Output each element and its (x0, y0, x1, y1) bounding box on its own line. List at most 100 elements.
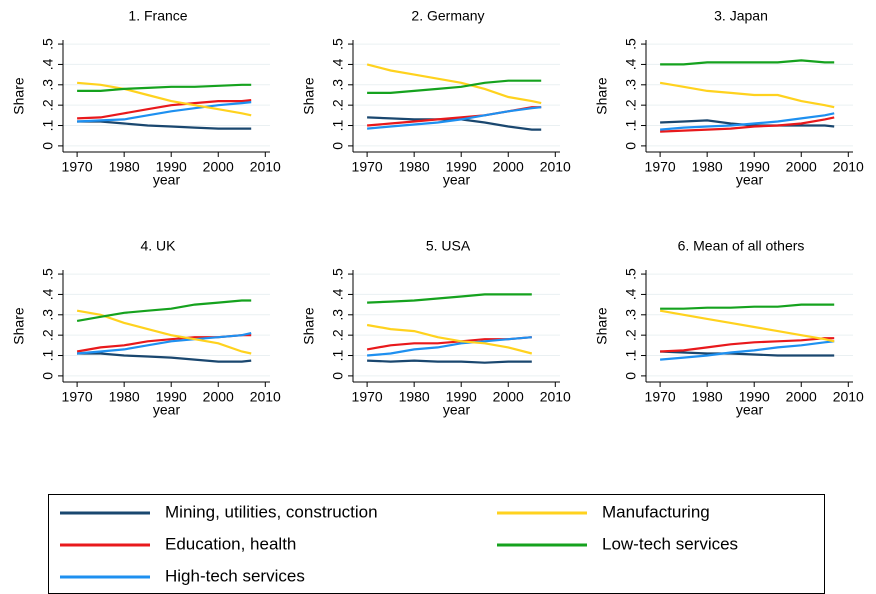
x-tick-label: 1980 (692, 159, 723, 175)
x-tick-label: 1980 (109, 389, 140, 405)
panel-title: 2. Germany (411, 8, 484, 24)
x-axis-label: year (736, 402, 764, 418)
series-line (660, 59, 835, 66)
y-tick-label: .1 (40, 119, 56, 131)
y-tick-label: .1 (330, 349, 346, 361)
y-axis-label: Share (301, 307, 317, 345)
y-tick-label: .4 (330, 288, 346, 300)
x-tick-label: 2000 (786, 389, 817, 405)
x-tick-label: 2010 (250, 159, 281, 175)
x-tick-label: 1990 (739, 159, 770, 175)
x-tick-label: 1970 (645, 159, 676, 175)
y-tick-label: .3 (623, 309, 639, 321)
y-tick-label: 0 (623, 372, 639, 380)
series-line (76, 309, 252, 355)
y-tick-label: 0 (330, 372, 346, 380)
y-tick-label: .5 (623, 268, 639, 280)
x-tick-label: 1970 (645, 389, 676, 405)
series-line (77, 120, 252, 130)
series-line (659, 81, 835, 109)
series-line (367, 106, 542, 130)
series-line (366, 323, 533, 355)
y-axis-label: Share (301, 77, 317, 115)
y-tick-label: .4 (40, 288, 56, 300)
y-tick-label: 0 (623, 142, 639, 150)
legend-box (48, 494, 825, 594)
y-tick-label: .5 (40, 38, 56, 50)
x-tick-label: 1980 (109, 159, 140, 175)
series-line (77, 332, 252, 355)
panel-title: 1. France (128, 8, 187, 24)
x-tick-label: 1990 (739, 389, 770, 405)
x-tick-label: 1980 (399, 159, 430, 175)
series-line (77, 352, 252, 363)
x-tick-label: 2000 (493, 389, 524, 405)
series-line (660, 340, 835, 361)
series-line (367, 79, 542, 94)
series-line (77, 83, 252, 92)
x-tick-label: 1970 (352, 389, 383, 405)
x-tick-label: 2000 (203, 159, 234, 175)
x-tick-label: 1990 (156, 159, 187, 175)
x-tick-label: 2010 (833, 389, 864, 405)
x-tick-label: 2000 (203, 389, 234, 405)
legend-label: Mining, utilities, construction (165, 502, 378, 521)
y-tick-label: .5 (330, 268, 346, 280)
x-tick-label: 2010 (833, 159, 864, 175)
y-tick-label: .3 (330, 309, 346, 321)
x-axis-label: year (443, 172, 471, 188)
legend-label: Low-tech services (602, 534, 738, 553)
y-tick-label: .2 (330, 99, 346, 111)
x-tick-label: 2010 (540, 159, 571, 175)
x-tick-label: 2000 (493, 159, 524, 175)
x-tick-label: 1970 (62, 159, 93, 175)
x-tick-label: 2010 (250, 389, 281, 405)
series-line (77, 101, 252, 123)
y-tick-label: 0 (40, 372, 56, 380)
x-tick-label: 2010 (540, 389, 571, 405)
x-axis-label: year (736, 172, 764, 188)
y-tick-label: .2 (623, 99, 639, 111)
x-axis-label: year (153, 402, 181, 418)
x-tick-label: 1970 (62, 389, 93, 405)
series-line (660, 116, 835, 133)
series-line (76, 299, 252, 322)
series-line (660, 112, 835, 131)
series-line (367, 359, 532, 364)
y-tick-label: 0 (40, 142, 56, 150)
series-line (367, 293, 532, 304)
x-tick-label: 1980 (692, 389, 723, 405)
y-tick-label: .1 (623, 119, 639, 131)
y-tick-label: .2 (330, 329, 346, 341)
panel-title: 4. UK (140, 238, 176, 254)
y-tick-label: .3 (40, 79, 56, 91)
y-tick-label: .3 (330, 79, 346, 91)
x-tick-label: 1980 (399, 389, 430, 405)
y-tick-label: .4 (40, 58, 56, 70)
y-tick-label: .5 (623, 38, 639, 50)
legend-label: Education, health (165, 534, 296, 553)
y-axis-label: Share (11, 77, 27, 115)
y-tick-label: .5 (40, 268, 56, 280)
y-tick-label: .2 (623, 329, 639, 341)
series-line (660, 350, 835, 357)
series-line (77, 81, 252, 117)
y-tick-label: .4 (330, 58, 346, 70)
y-tick-label: .1 (623, 349, 639, 361)
y-tick-label: .2 (40, 99, 56, 111)
y-tick-label: .1 (330, 119, 346, 131)
x-tick-label: 1990 (446, 389, 477, 405)
x-tick-label: 1990 (156, 389, 187, 405)
y-tick-label: .2 (40, 329, 56, 341)
legend-label: Manufacturing (602, 502, 710, 521)
series-line (366, 63, 542, 105)
y-tick-label: .4 (623, 288, 639, 300)
panel-title: 5. USA (426, 238, 471, 254)
series-line (660, 303, 835, 310)
series-line (659, 309, 835, 343)
y-tick-label: .1 (40, 349, 56, 361)
y-axis-label: Share (594, 77, 610, 115)
legend-label: High-tech services (165, 566, 305, 585)
series-line (77, 99, 252, 120)
